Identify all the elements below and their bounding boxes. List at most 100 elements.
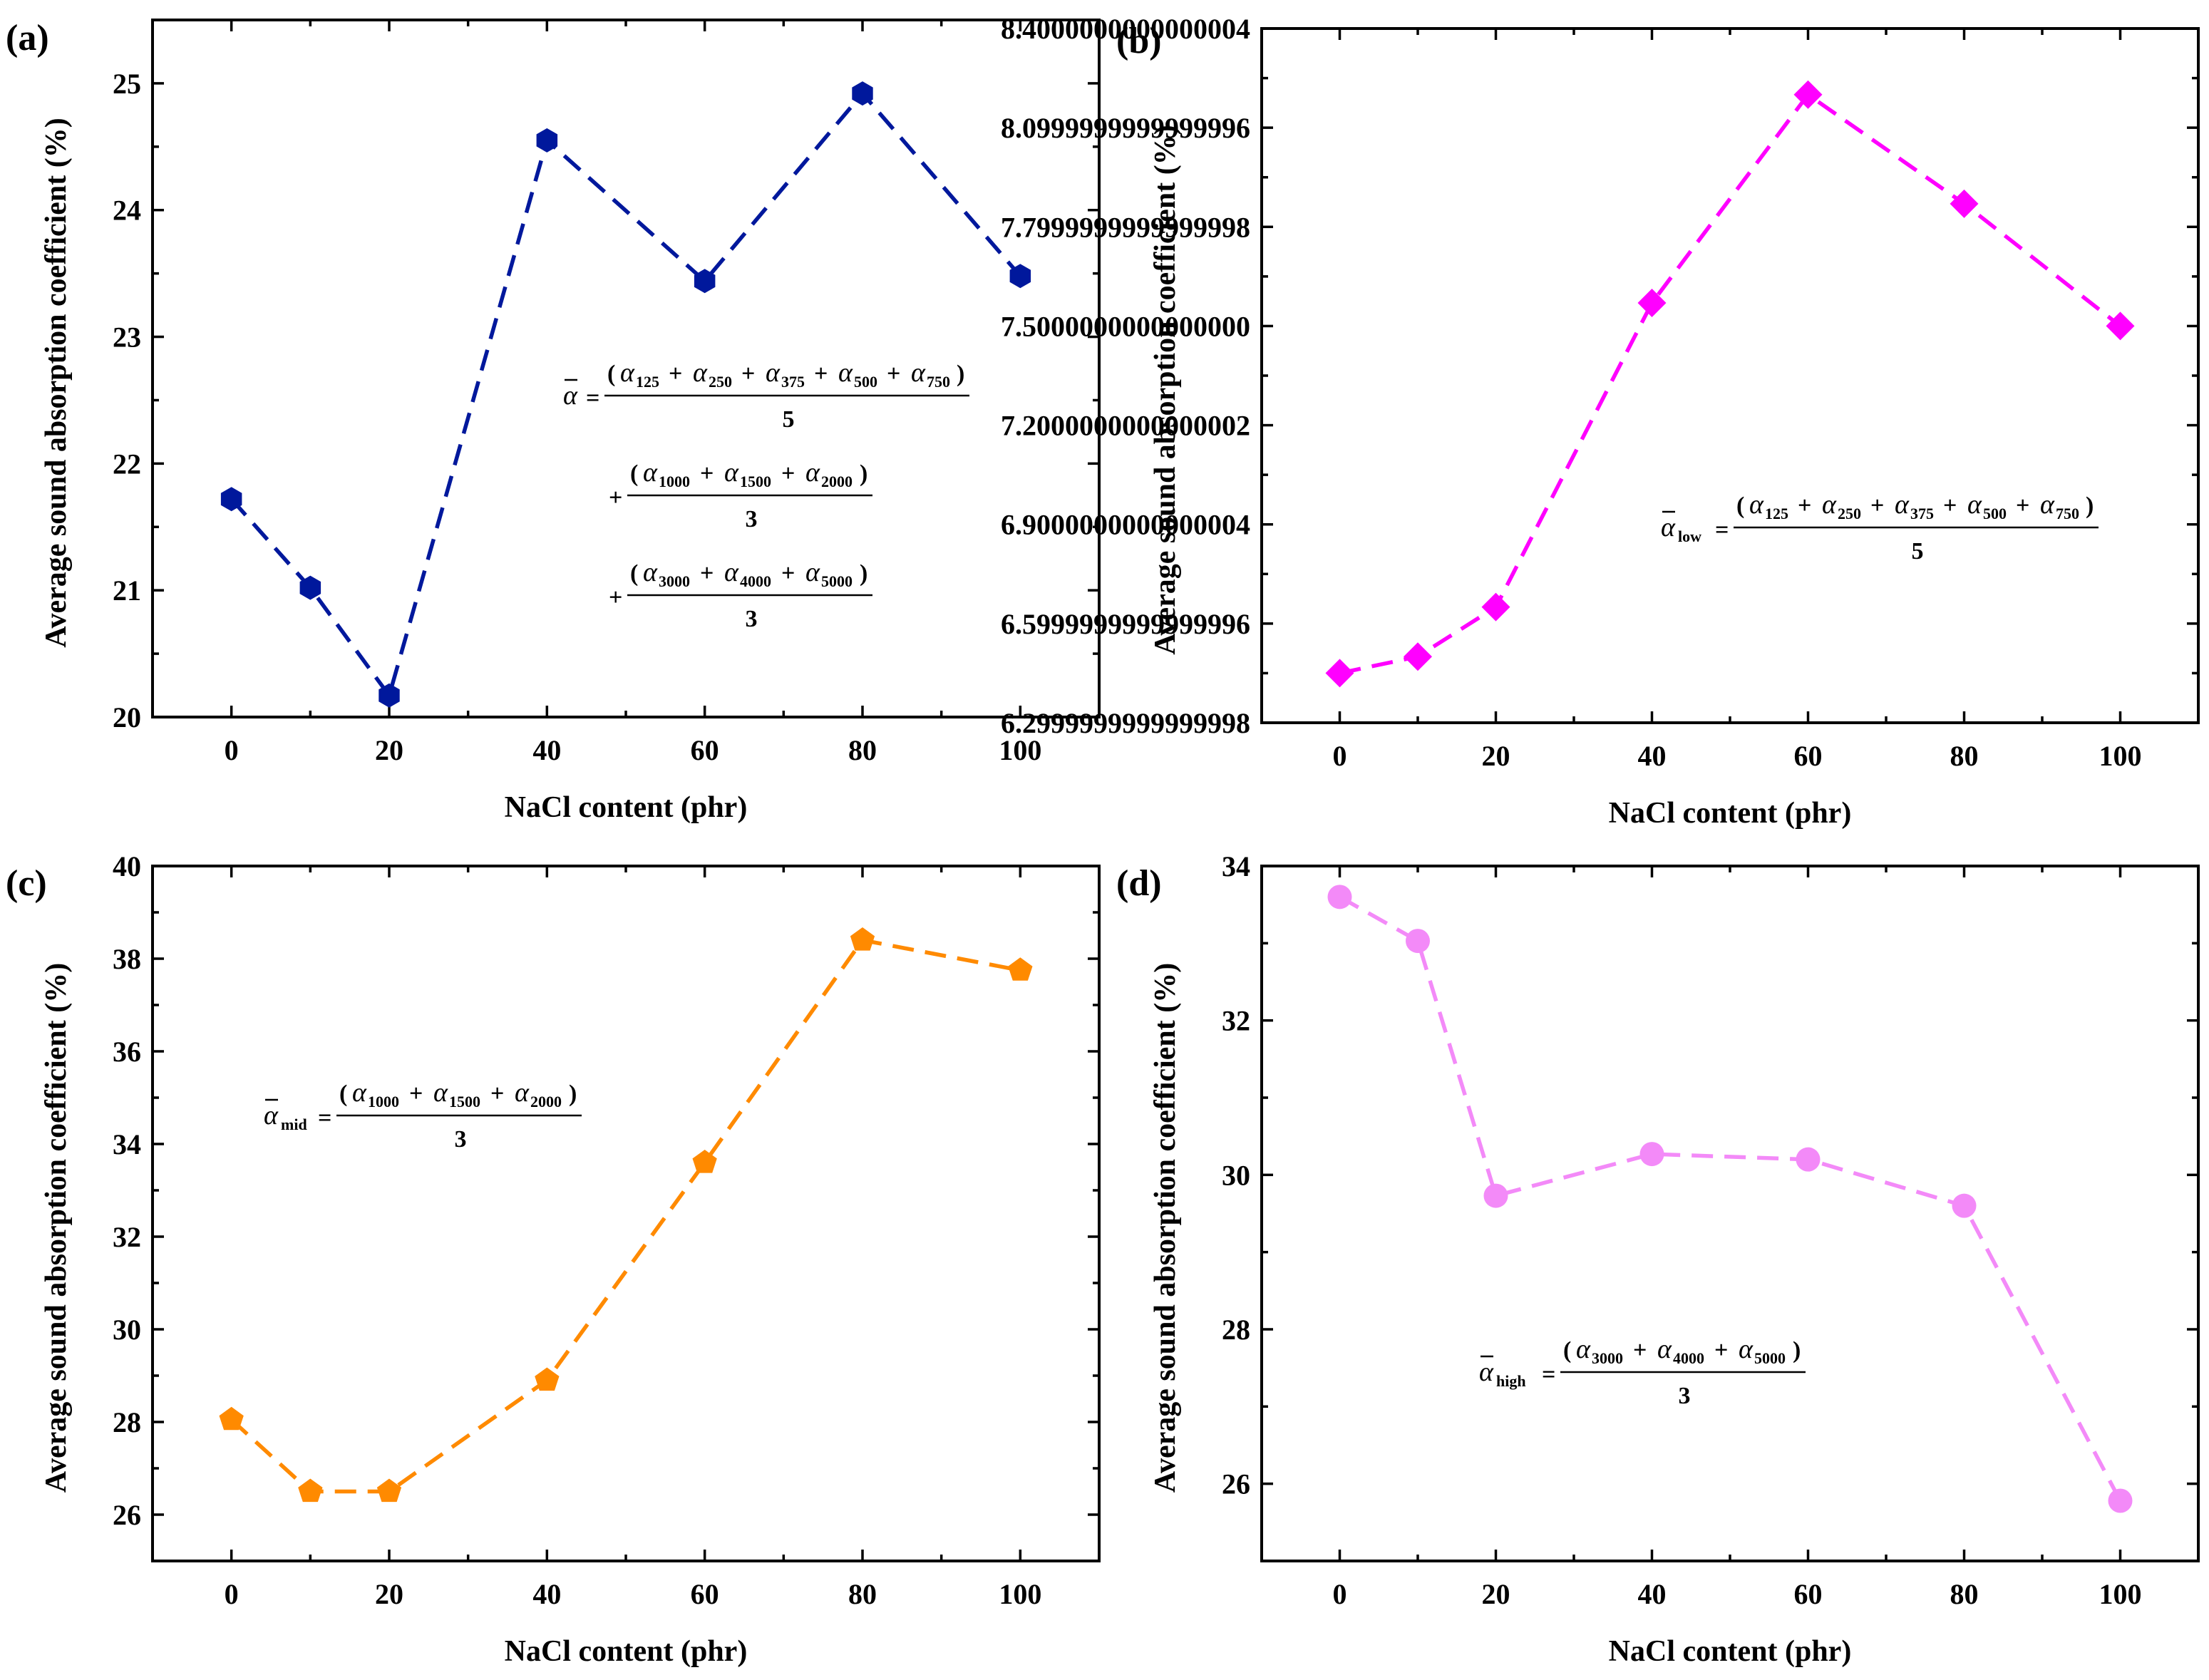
paren-open: ( — [630, 560, 638, 587]
y-tick-label: 22 — [113, 448, 141, 480]
y-tick-label: 26 — [1222, 1468, 1250, 1500]
alpha-sub: 375 — [781, 373, 805, 391]
data-point — [1404, 642, 1432, 671]
data-point — [536, 128, 558, 153]
alpha-term: α — [352, 1078, 367, 1108]
alpha-term: α — [838, 358, 853, 388]
formula-lhs-sub: high — [1496, 1372, 1526, 1390]
formula-operator: = — [1542, 1361, 1555, 1388]
x-tick-label: 0 — [225, 1578, 239, 1610]
formula-lhs-sub: mid — [281, 1115, 307, 1133]
data-point — [1009, 264, 1031, 289]
data-point — [1637, 288, 1667, 317]
y-tick-label: 40 — [113, 850, 141, 882]
y-tick-label: 34 — [113, 1128, 141, 1160]
x-tick-label: 60 — [691, 734, 719, 766]
x-tick-label: 80 — [848, 734, 877, 766]
y-tick-label: 28 — [1222, 1314, 1250, 1346]
plus: + — [1870, 493, 1884, 519]
data-point — [1406, 929, 1430, 954]
alpha-term: α — [620, 358, 635, 388]
x-tick-label: 20 — [1482, 1578, 1510, 1610]
denominator: 3 — [746, 606, 758, 632]
y-tick-label: 30 — [113, 1314, 141, 1346]
x-tick-label: 0 — [1333, 740, 1347, 772]
x-tick-label: 60 — [1794, 740, 1823, 772]
paren-close: ) — [1793, 1337, 1801, 1364]
x-tick-label: 100 — [999, 734, 1041, 766]
alpha-term: α — [724, 557, 739, 587]
x-tick-label: 100 — [999, 1578, 1041, 1610]
data-point — [1327, 885, 1352, 909]
y-tick-label: 23 — [113, 321, 141, 354]
paren-open: ( — [607, 361, 615, 387]
data-point — [376, 1478, 402, 1503]
x-tick-label: 80 — [1950, 740, 1979, 772]
y-tick-label: 28 — [113, 1406, 141, 1438]
series-line — [230, 90, 1022, 700]
alpha-term: α — [911, 358, 926, 388]
paren-close: ) — [957, 361, 964, 387]
paren-close: ) — [860, 560, 867, 587]
y-tick-label: 26 — [113, 1499, 141, 1531]
y-tick-label: 36 — [113, 1036, 141, 1068]
data-point — [1325, 659, 1354, 688]
data-point — [1008, 957, 1033, 981]
alpha-sub: 1500 — [449, 1093, 480, 1110]
data-point — [299, 575, 321, 600]
denominator: 3 — [455, 1126, 467, 1153]
alpha-sub: 250 — [1838, 505, 1861, 522]
y-axis-title: Average sound absorption coefficient (%) — [40, 118, 73, 647]
y-tick-label: 7.2000000000000002 — [1001, 410, 1250, 442]
plus: + — [781, 560, 795, 587]
formula: α =(α 125 + α 250 + α 375 + α 500 + α 750)5+(α 1000 + α 15… — [563, 358, 969, 632]
alpha-term: α — [693, 358, 708, 388]
series-line — [230, 937, 1021, 1494]
y-tick-label: 8.0999999999999996 — [1001, 112, 1250, 144]
plus: + — [887, 361, 900, 387]
alpha-term: α — [1895, 490, 1910, 520]
y-tick-label: 30 — [1222, 1159, 1250, 1191]
alpha-sub: 750 — [927, 373, 950, 391]
alpha-term: α — [766, 358, 781, 388]
plus: + — [700, 460, 714, 487]
formula: α high =(α 3000 + α 4000 + α 5000)3 — [1479, 1334, 1806, 1409]
data-point — [298, 1478, 323, 1503]
y-tick-label: 20 — [113, 701, 141, 733]
formula-operator: = — [1715, 517, 1729, 543]
plus: + — [741, 361, 755, 387]
data-point — [220, 487, 242, 512]
plot-frame — [1260, 27, 2200, 724]
alpha-sub: 125 — [636, 373, 659, 391]
data-point — [2106, 311, 2135, 341]
paren-open: ( — [630, 460, 638, 487]
alpha-sub: 2000 — [821, 473, 853, 490]
x-tick-label: 60 — [1794, 1578, 1823, 1610]
plus: + — [781, 460, 795, 487]
data-point — [1952, 1193, 1977, 1218]
alpha-sub: 5000 — [1754, 1349, 1786, 1367]
alpha-sub: 2000 — [530, 1093, 562, 1110]
x-tick-label: 0 — [225, 734, 239, 766]
y-axis-title: Average sound absorption coefficient (%) — [1149, 963, 1182, 1493]
y-tick-label: 7.7999999999999998 — [1001, 211, 1250, 243]
denominator: 3 — [746, 506, 758, 532]
alpha-sub: 4000 — [1673, 1349, 1704, 1367]
plus: + — [669, 361, 682, 387]
y-tick-label: 6.2999999999999998 — [1001, 707, 1250, 739]
panel-label: (b) — [1116, 21, 1162, 61]
alpha-sub: 250 — [709, 373, 732, 391]
x-tick-label: 80 — [848, 1578, 877, 1610]
data-point — [692, 1150, 717, 1173]
alpha-term: α — [1739, 1334, 1754, 1364]
formula-lhs: α — [264, 1101, 279, 1130]
alpha-sub: 375 — [1910, 505, 1934, 522]
paren-close: ) — [2086, 493, 2094, 519]
series-line — [1339, 92, 2122, 676]
x-axis-title: NaCl content (phr) — [505, 1635, 748, 1668]
x-tick-label: 40 — [1638, 740, 1667, 772]
y-axis-title: Average sound absorption coefficient (%) — [1149, 125, 1182, 654]
x-tick-label: 20 — [375, 1578, 403, 1610]
y-tick-label: 21 — [113, 574, 141, 607]
